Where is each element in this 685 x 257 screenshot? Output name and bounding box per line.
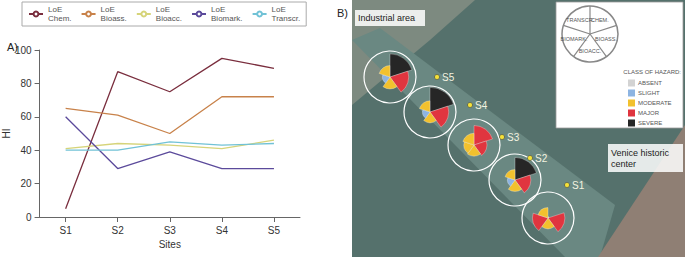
svg-text:MODERATE: MODERATE [638, 100, 672, 106]
svg-text:S5: S5 [268, 225, 281, 236]
svg-text:LoE: LoE [48, 5, 62, 14]
svg-text:S3: S3 [507, 132, 520, 143]
svg-text:Industrial area: Industrial area [358, 13, 415, 23]
svg-text:40: 40 [20, 145, 32, 156]
svg-text:LoE: LoE [101, 5, 115, 14]
svg-text:80: 80 [20, 78, 32, 89]
svg-text:BIOASS.: BIOASS. [595, 36, 617, 42]
svg-text:Chem.: Chem. [48, 14, 72, 23]
svg-text:LoE: LoE [211, 5, 225, 14]
svg-text:S2: S2 [112, 225, 125, 236]
svg-text:SLIGHT: SLIGHT [638, 90, 660, 96]
svg-text:Biomark.: Biomark. [211, 14, 243, 23]
svg-text:S4: S4 [475, 100, 488, 111]
svg-text:S3: S3 [164, 225, 177, 236]
svg-text:20: 20 [20, 178, 32, 189]
svg-text:LoE: LoE [272, 5, 286, 14]
svg-text:0: 0 [26, 212, 32, 223]
svg-text:MAJOR: MAJOR [638, 110, 660, 116]
svg-text:ABSENT: ABSENT [638, 80, 662, 86]
svg-text:100: 100 [14, 44, 32, 56]
svg-text:S4: S4 [216, 225, 229, 236]
svg-text:A): A) [7, 41, 18, 53]
svg-text:S2: S2 [535, 153, 548, 164]
svg-text:BIOMARK.: BIOMARK. [561, 36, 588, 42]
svg-text:HI: HI [1, 129, 12, 139]
svg-text:TRANSCR.: TRANSCR. [566, 17, 595, 23]
svg-text:LoE: LoE [156, 5, 170, 14]
svg-text:CHEM.: CHEM. [591, 17, 609, 24]
svg-text:Venice historic: Venice historic [611, 148, 672, 158]
svg-text:CLASS OF HAZARD:: CLASS OF HAZARD: [623, 69, 681, 75]
svg-text:Sites: Sites [159, 239, 181, 250]
svg-text:B): B) [337, 7, 348, 19]
svg-text:Transcr.: Transcr. [272, 14, 301, 23]
svg-text:60: 60 [20, 111, 32, 122]
svg-text:SEVERE: SEVERE [638, 120, 662, 126]
svg-text:Bioacc.: Bioacc. [156, 14, 182, 23]
svg-text:S1: S1 [572, 180, 585, 191]
svg-text:S5: S5 [442, 72, 455, 83]
svg-text:S1: S1 [60, 225, 73, 236]
svg-text:Bioass.: Bioass. [101, 14, 127, 23]
svg-text:BIOACC.: BIOACC. [579, 48, 602, 54]
svg-text:center: center [611, 159, 636, 169]
